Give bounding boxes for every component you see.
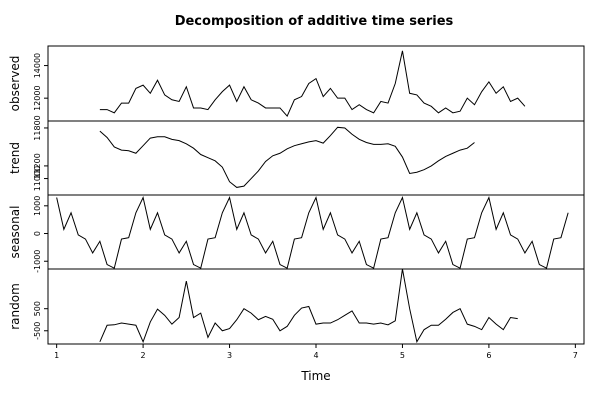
y-tick-label-observed: 12000 [33,85,42,110]
x-tick-label: 7 [573,351,578,360]
panel-frame-random [47,268,585,345]
x-tick-label: 1 [54,351,59,360]
y-tick-label-seasonal: 1000 [33,196,42,216]
panel-frame-seasonal [47,194,585,270]
y-axis-title-random: random [8,283,22,330]
chart-title: Decomposition of additive time series [175,14,454,29]
series-line-trend [99,126,475,188]
y-axis-title-trend: trend [8,142,22,174]
x-axis: 1 2 3 4 5 6 7 [54,344,578,360]
y-tick-label-trend: 11000 [33,166,42,191]
x-tick-label: 2 [141,351,146,360]
panel-frame-trend [47,120,585,196]
y-axis-title-observed: observed [8,56,22,112]
y-tick-label-seasonal: 0 [33,231,42,236]
panel-observed: 12000 14000 observed [8,45,585,122]
panel-seasonal: -1000 0 1000 seasonal [8,194,585,273]
panel-frame-observed [47,45,585,122]
series-line-seasonal [56,195,569,269]
y-tick-label-seasonal: -1000 [33,250,42,273]
x-tick-label: 5 [400,351,405,360]
y-axis-title-seasonal: seasonal [8,206,22,259]
y-tick-label-trend: 11800 [33,115,42,140]
y-tick-label-observed: 14000 [33,53,42,78]
y-tick-label-random: -500 [33,322,42,340]
panel-random: -500 500 random [8,268,585,345]
x-tick-label: 4 [313,351,318,360]
y-tick-label-trend: 11200 [33,153,42,178]
x-tick-label: 3 [227,351,232,360]
x-axis-title: Time [300,369,330,383]
x-tick-label: 6 [486,351,491,360]
series-line-observed [99,50,526,118]
series-line-random [99,268,518,344]
y-tick-label-random: 500 [33,301,42,316]
